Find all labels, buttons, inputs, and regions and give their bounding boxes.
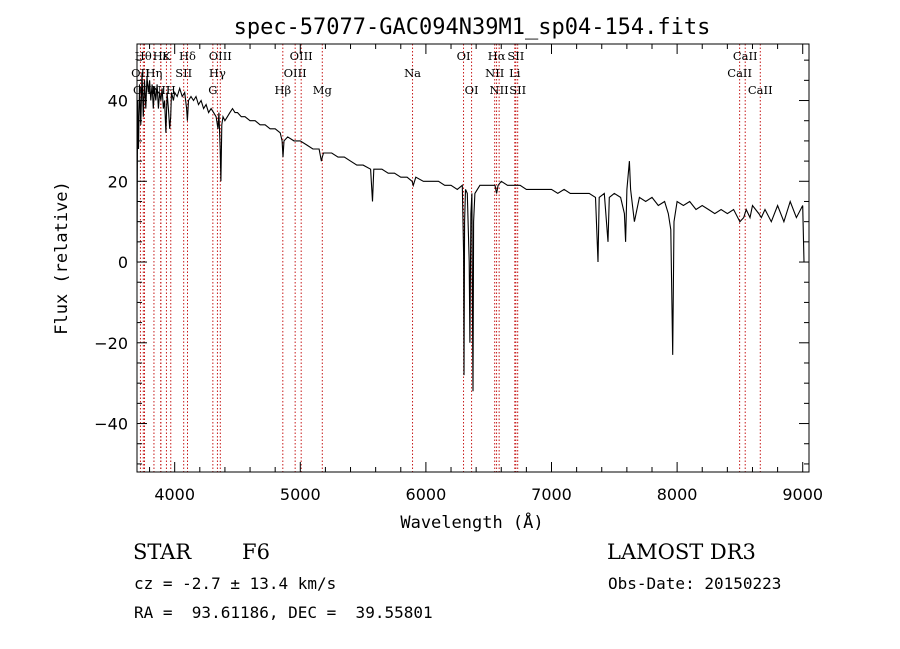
line-label-24: Li <box>509 66 521 80</box>
plot-frame <box>136 43 810 473</box>
line-label-19: OI <box>465 83 479 97</box>
line-label-5: Hε <box>153 49 169 63</box>
y-axis-ticks: −40 −20 0 20 40 <box>94 59 809 465</box>
line-label-16: Mg <box>313 83 333 97</box>
x-tick-label-3: 7000 <box>531 485 572 504</box>
y-tick-label-0: −40 <box>94 415 128 434</box>
x-tick-label-1: 5000 <box>280 485 321 504</box>
line-label-27: CaII <box>733 49 758 63</box>
survey-name: LAMOST DR3 <box>607 540 756 564</box>
line-label-4: K <box>162 49 171 63</box>
line-label-14: OIII <box>284 66 307 80</box>
line-label-15: OIII <box>290 49 313 63</box>
y-tick-label-2: 0 <box>118 253 128 272</box>
object-subclass: F6 <box>242 540 270 564</box>
y-axis-title: Flux (relative) <box>52 181 72 335</box>
x-tick-label-0: 4000 <box>154 485 195 504</box>
line-label-9: Hδ <box>179 49 196 63</box>
line-label-18: OI <box>457 49 471 63</box>
line-label-8: SII <box>175 66 192 80</box>
line-label-12: Hγ <box>209 66 226 80</box>
line-label-17: Na <box>404 66 421 80</box>
y-tick-label-4: 40 <box>108 92 128 111</box>
observation-date: Obs-Date: 20150223 <box>608 574 782 593</box>
line-label-23: SII <box>507 49 524 63</box>
x-axis-title: Wavelength (Å) <box>400 511 543 533</box>
spectrum-line <box>136 72 805 392</box>
y-tick-label-3: 20 <box>108 172 128 191</box>
line-label-10: G <box>208 83 217 97</box>
line-label-3: Hη <box>145 66 162 80</box>
line-label-28: CaII <box>748 83 773 97</box>
spectral-line-markers <box>139 44 761 472</box>
spectral-line-labels: OIIHθOIIIHηKHεNIIHSIIHδGOIIIHγHβOIIIOIII… <box>131 49 773 97</box>
line-label-13: Hβ <box>274 83 291 97</box>
line-label-25: SII <box>509 83 526 97</box>
x-tick-label-2: 6000 <box>406 485 447 504</box>
line-label-21: Hα <box>488 49 506 63</box>
line-label-11: OIII <box>209 49 232 63</box>
line-label-0: OII <box>131 66 150 80</box>
line-label-7: H <box>166 83 176 97</box>
y-tick-label-1: −20 <box>94 334 128 353</box>
line-label-22: NII <box>490 83 509 97</box>
sky-coordinates: RA = 93.61186, DEC = 39.55801 <box>134 603 433 622</box>
line-label-1: Hθ <box>135 49 152 63</box>
line-label-20: NII <box>485 66 504 80</box>
object-class: STAR <box>133 540 192 564</box>
x-tick-label-5: 9000 <box>782 485 823 504</box>
redshift-readout: cz = -2.7 ± 13.4 km/s <box>134 574 337 593</box>
line-label-26: CaII <box>727 66 752 80</box>
chart-title: spec-57077-GAC094N39M1_sp04-154.fits <box>234 15 711 40</box>
x-tick-label-4: 8000 <box>657 485 698 504</box>
x-axis-ticks: 4000 5000 6000 7000 8000 9000 <box>149 44 823 504</box>
